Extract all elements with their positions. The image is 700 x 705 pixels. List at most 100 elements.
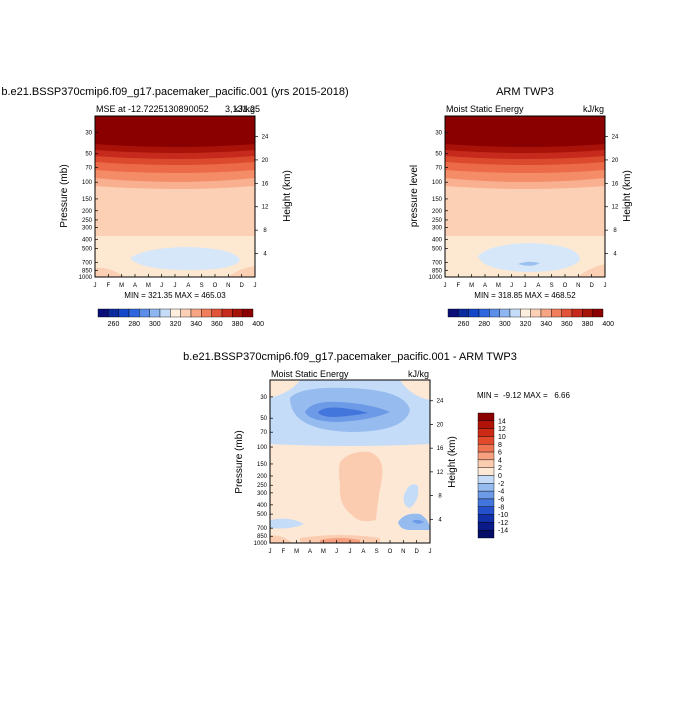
- height-tick-label: 4: [263, 252, 267, 258]
- x-tick-label: J: [444, 283, 447, 289]
- x-tick-label: A: [536, 283, 540, 289]
- colorbar-swatch: [149, 308, 161, 318]
- colorbar-swatch: [477, 506, 495, 515]
- panel3-lower-right-core: [412, 519, 424, 524]
- height-tick-label: 8: [438, 494, 442, 500]
- y-tick-label: 100: [432, 180, 443, 186]
- y-tick-label: 700: [432, 260, 443, 266]
- x-tick-label: D: [589, 283, 594, 289]
- panel2-title: ARM TWP3: [496, 86, 554, 98]
- x-tick-label: J: [269, 549, 272, 555]
- y-tick-label: 1000: [254, 541, 268, 547]
- colorbar-swatch: [540, 308, 552, 318]
- x-tick-label: A: [483, 283, 487, 289]
- panel2-left-label: Moist Static Energy: [446, 104, 524, 114]
- height-tick-label: 12: [612, 205, 619, 211]
- height-tick-label: 24: [612, 134, 619, 140]
- colorbar-swatch: [520, 308, 531, 318]
- colorbar-swatch: [477, 475, 495, 484]
- colorbar-swatch: [477, 459, 495, 468]
- panel3-plot: [269, 379, 431, 544]
- colorbar-label: 4: [498, 457, 502, 464]
- x-tick-label: O: [563, 283, 568, 289]
- x-tick-label: J: [429, 549, 432, 555]
- colorbar-label: 8: [498, 442, 502, 449]
- y-tick-label: 400: [82, 237, 93, 243]
- y-tick-label: 150: [257, 462, 268, 468]
- y-tick-label: 500: [257, 512, 268, 518]
- colorbar-swatch: [551, 308, 562, 318]
- colorbar-swatch: [170, 308, 181, 318]
- colorbar-swatch: [477, 490, 495, 500]
- height-tick-label: 20: [262, 158, 269, 164]
- y-tick-label: 30: [260, 395, 267, 401]
- y-tick-label: 700: [82, 260, 93, 266]
- colorbar-label: 10: [498, 434, 506, 441]
- y-tick-label: 30: [85, 131, 92, 137]
- colorbar-label: 360: [561, 321, 573, 328]
- colorbar-swatch: [477, 522, 495, 531]
- panel2-band-330-edge: [445, 200, 605, 235]
- height-tick-label: 24: [262, 134, 269, 140]
- panel2-low-core: [518, 261, 540, 266]
- colorbar-label: 300: [149, 321, 161, 328]
- colorbar-swatch: [477, 444, 495, 453]
- colorbar-label: 0: [498, 473, 502, 480]
- panel3-height-ticks: 4 8 12 16 20 24: [430, 399, 444, 523]
- x-tick-label: A: [186, 283, 190, 289]
- x-tick-label: N: [226, 283, 230, 289]
- height-tick-label: 20: [437, 422, 444, 428]
- panel1-y-axis-label: Pressure (mb): [59, 164, 70, 227]
- colorbar-swatch: [128, 308, 140, 318]
- panel2-low-blob: [478, 243, 580, 272]
- x-tick-label: S: [375, 549, 379, 555]
- height-tick-label: 16: [262, 181, 269, 187]
- x-tick-label: S: [550, 283, 554, 289]
- x-tick-label: A: [308, 549, 312, 555]
- colorbar-label: 400: [602, 321, 614, 328]
- colorbar-swatch: [447, 308, 459, 318]
- x-tick-label: M: [321, 549, 326, 555]
- panel1-right-label: kJ/kg: [234, 104, 255, 114]
- colorbar-swatch: [477, 428, 495, 437]
- panel1-band-400: [95, 116, 255, 147]
- y-tick-label: 300: [257, 491, 268, 497]
- panel-model: b.e21.BSSP370cmip6.f09_g17.pacemaker_pac…: [1, 86, 348, 328]
- y-tick-label: 700: [257, 526, 268, 532]
- y-tick-label: 150: [82, 197, 93, 203]
- panel2-colorbar: 260 280 300 320 340 360 380 400: [447, 308, 614, 328]
- colorbar-swatch: [468, 308, 480, 318]
- y-tick-label: 1000: [429, 275, 443, 281]
- x-tick-label: F: [106, 283, 110, 289]
- y-tick-label: 850: [432, 268, 443, 274]
- height-tick-label: 8: [263, 228, 267, 234]
- panel3-left-label: Moist Static Energy: [271, 369, 349, 379]
- panel2-minmax: MIN = 318.85 MAX = 468.52: [474, 291, 576, 300]
- y-tick-label: 250: [432, 218, 443, 224]
- colorbar-swatch: [530, 308, 542, 318]
- colorbar-label: -10: [498, 512, 508, 519]
- colorbar-label: 260: [458, 321, 470, 328]
- panel1-colorbar: 260 280 300 320 340 360 380 400: [97, 308, 264, 328]
- x-tick-label: D: [239, 283, 244, 289]
- panel3-right-label: kJ/kg: [408, 369, 429, 379]
- y-tick-label: 200: [82, 209, 93, 215]
- panel3-title: b.e21.BSSP370cmip6.f09_g17.pacemaker_pac…: [183, 351, 517, 363]
- colorbar-label: 380: [582, 321, 594, 328]
- colorbar-swatch: [499, 308, 511, 318]
- colorbar-label: -8: [498, 504, 504, 511]
- colorbar-swatch: [477, 436, 495, 445]
- x-tick-label: M: [119, 283, 124, 289]
- colorbar-label: 360: [211, 321, 223, 328]
- colorbar-swatch: [232, 308, 243, 318]
- colorbar-swatch: [190, 308, 202, 318]
- panel1-left-label: MSE at -12.7225130890052: [96, 104, 209, 114]
- y-tick-label: 50: [85, 152, 92, 158]
- colorbar-swatch: [211, 308, 223, 318]
- x-tick-label: S: [200, 283, 204, 289]
